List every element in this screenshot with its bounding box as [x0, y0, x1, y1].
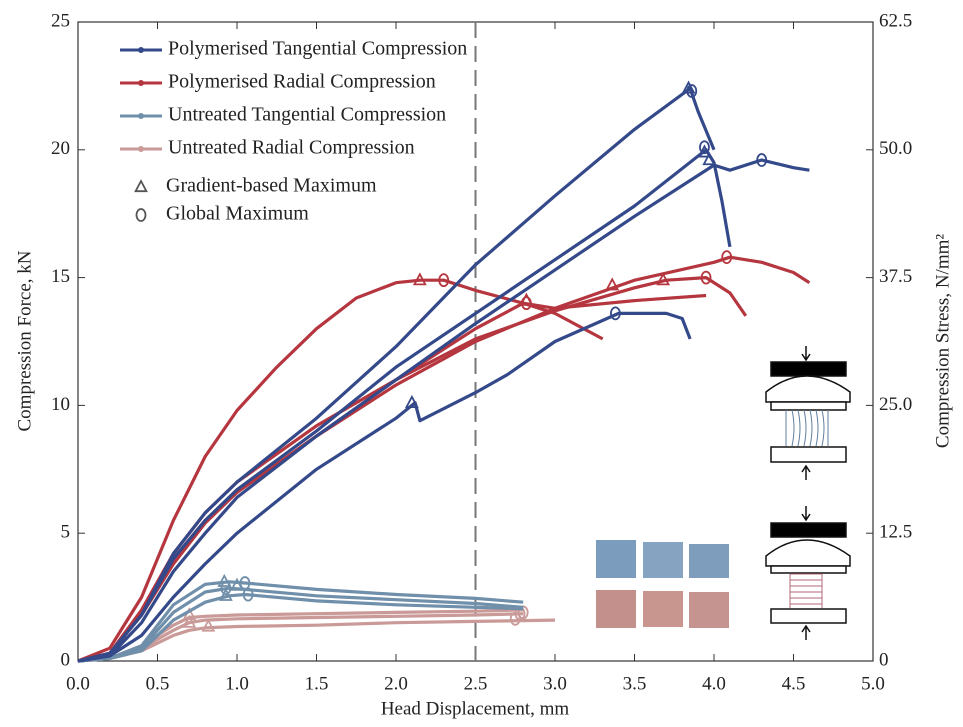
specimen-tile — [643, 591, 683, 627]
y-tick-label: 25 — [51, 10, 70, 31]
legend-label: Polymerised Tangential Compression — [168, 38, 467, 60]
x-tick-label: 3.0 — [543, 673, 567, 694]
x-tick-label: 1.0 — [225, 673, 249, 694]
specimen-images — [596, 540, 729, 628]
x-tick-label: 0.5 — [146, 673, 170, 694]
x-tick-label: 4.0 — [702, 673, 726, 694]
fixture-diagram — [765, 346, 851, 640]
gradient-max-marker — [201, 618, 216, 632]
data-line — [77, 278, 604, 663]
x-tick-label: 0.0 — [66, 673, 90, 694]
gradient-max-marker — [182, 614, 197, 628]
global-max-marker — [520, 296, 532, 311]
gradient-max-marker — [217, 573, 232, 587]
data-line — [77, 158, 810, 663]
global-max-marker — [242, 587, 254, 602]
legend-global-marker — [135, 208, 147, 222]
x-tick-label: 2.5 — [464, 673, 488, 694]
y-axis-label: Compression Force, kN — [14, 250, 35, 431]
gradient-max-marker — [605, 277, 620, 291]
x-tick-label: 2.0 — [384, 673, 408, 694]
y2-tick-label: 12.5 — [879, 522, 912, 543]
y2-tick-label: 37.5 — [879, 266, 912, 287]
global-max-marker — [220, 581, 232, 596]
legend-label: Untreated Tangential Compression — [168, 104, 446, 126]
gradient-max-marker — [230, 577, 244, 591]
gradient-max-marker — [218, 587, 233, 601]
data-line — [77, 586, 524, 663]
global-max-marker — [700, 270, 712, 285]
global-max-marker — [721, 250, 733, 265]
y2-tick-label: 50.0 — [879, 138, 912, 159]
global-max-marker — [438, 273, 450, 288]
global-max-marker — [610, 306, 621, 321]
y2-axis-label: Compression Stress, N/mm² — [932, 234, 953, 448]
global-max-marker — [699, 140, 710, 155]
gradient-max-marker — [681, 80, 696, 94]
y-tick-label: 0 — [61, 649, 71, 670]
x-tick-label: 5.0 — [861, 673, 885, 694]
legend-swatch-dot — [138, 47, 144, 53]
legend-gradient-marker — [134, 179, 148, 193]
legend-label: Polymerised Radial Compression — [168, 71, 436, 93]
legend-label: Untreated Radial Compression — [168, 137, 415, 159]
y2-tick-label: 25.0 — [879, 394, 912, 415]
legend: Polymerised Tangential Compression Polyme… — [120, 38, 467, 225]
x-tick-label: 4.5 — [782, 673, 806, 694]
specimen-tile — [596, 590, 636, 628]
specimen-tile — [643, 542, 683, 578]
x-tick-label: 3.5 — [623, 673, 647, 694]
data-line — [77, 148, 732, 663]
global-max-marker — [756, 153, 768, 167]
y-tick-label: 10 — [51, 394, 70, 415]
y-tick-label: 5 — [61, 522, 71, 543]
gradient-max-marker — [702, 152, 717, 166]
legend-label: Global Maximum — [166, 203, 309, 225]
legend-swatch-dot — [138, 80, 144, 86]
y2-tick-label: 62.5 — [879, 10, 912, 31]
specimen-tile — [596, 540, 636, 578]
legend-swatch-dot — [138, 113, 144, 119]
y-tick-label: 20 — [51, 138, 70, 159]
gradient-max-marker — [405, 394, 419, 408]
gradient-max-marker — [412, 272, 427, 286]
y2-tick-label: 0 — [879, 649, 889, 670]
legend-swatch-dot — [138, 146, 144, 152]
x-axis-label: Head Displacement, mm — [381, 698, 570, 719]
x-tick-label: 1.5 — [305, 673, 329, 694]
specimen-tile — [689, 592, 729, 628]
specimen-tile — [689, 544, 729, 578]
global-max-marker — [686, 84, 698, 98]
y-tick-label: 15 — [51, 266, 70, 287]
legend-label: Gradient-based Maximum — [166, 175, 377, 197]
